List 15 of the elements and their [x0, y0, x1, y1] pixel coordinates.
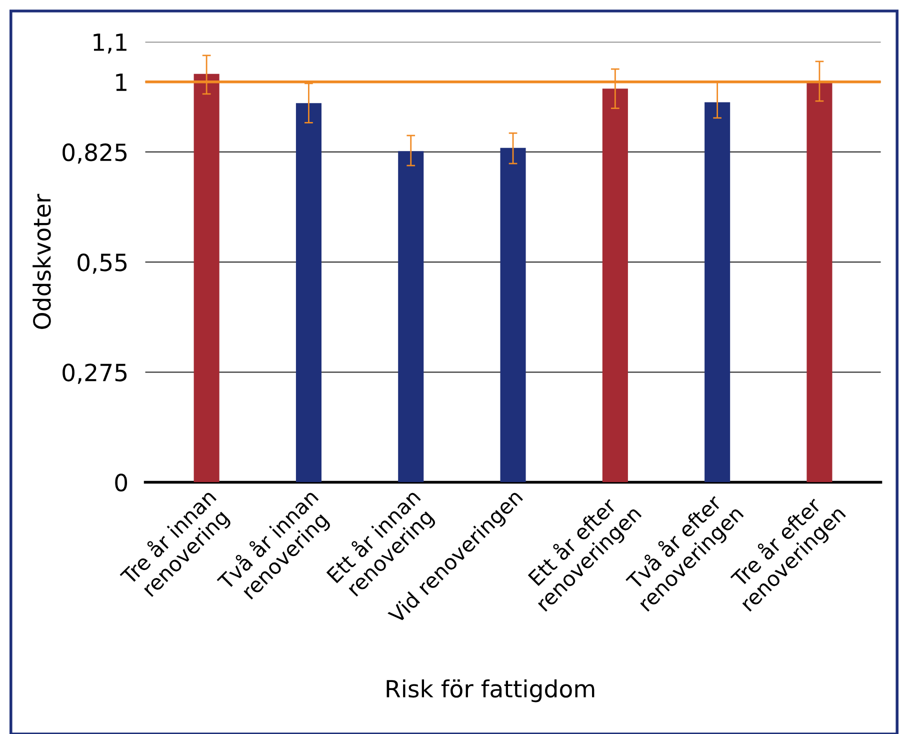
y-tick-label: 1,1	[94, 34, 126, 54]
bar	[500, 148, 526, 482]
y-tick-label: 1	[116, 74, 126, 91]
y-tick-label: 0,55	[78, 253, 127, 274]
y-tick-label: 0,275	[62, 364, 127, 384]
y-axis-title: Oddskvoter	[32, 194, 51, 329]
bar	[398, 151, 424, 482]
bar	[296, 103, 322, 482]
x-axis-title: Risk för fattigdom	[386, 679, 594, 702]
y-tick-label: 0	[115, 474, 128, 492]
bar	[194, 74, 220, 482]
y-tick-label: 0,825	[62, 143, 127, 164]
bar	[704, 102, 730, 482]
bar	[806, 82, 832, 482]
bar	[602, 88, 628, 482]
